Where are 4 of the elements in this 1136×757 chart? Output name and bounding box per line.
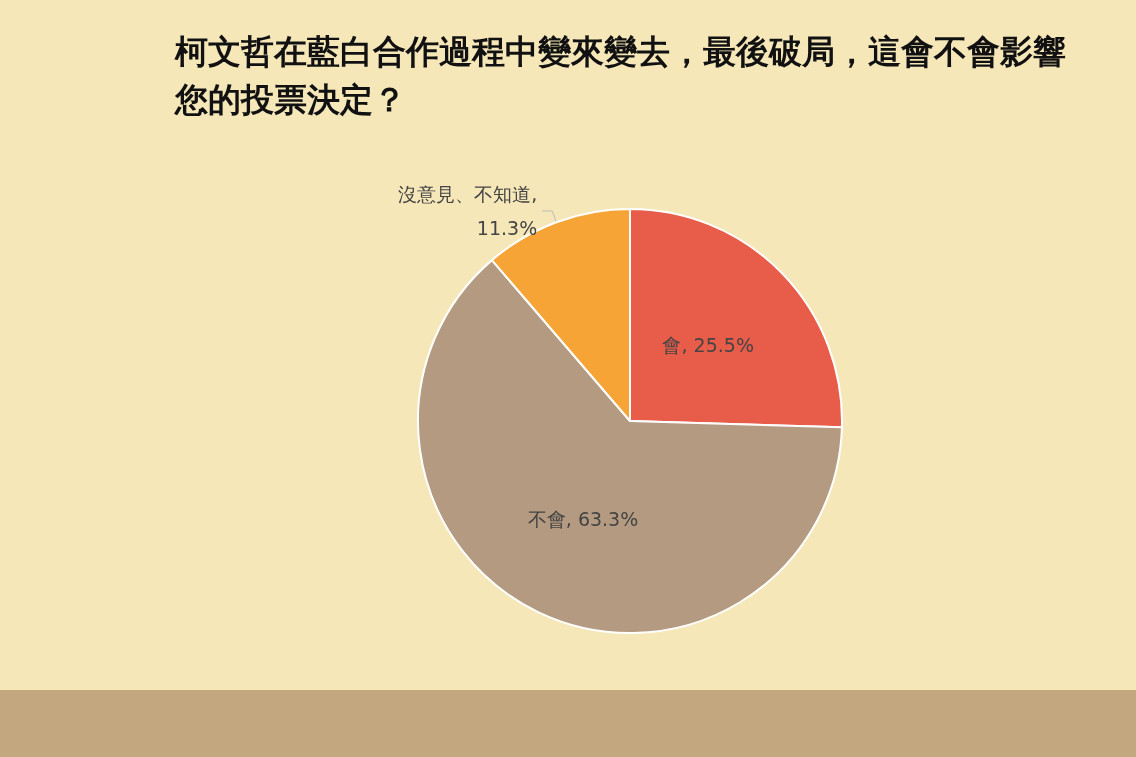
slice-label: 不會, 63.3%: [527, 508, 639, 531]
chart-title: 柯文哲在藍白合作過程中變來變去，最後破局，這會不會影響您的投票決定？: [173, 31, 1066, 119]
slice-label: 會, 25.5%: [662, 334, 754, 357]
slice-label: 沒意見、不知道, 11.3%: [398, 182, 538, 239]
